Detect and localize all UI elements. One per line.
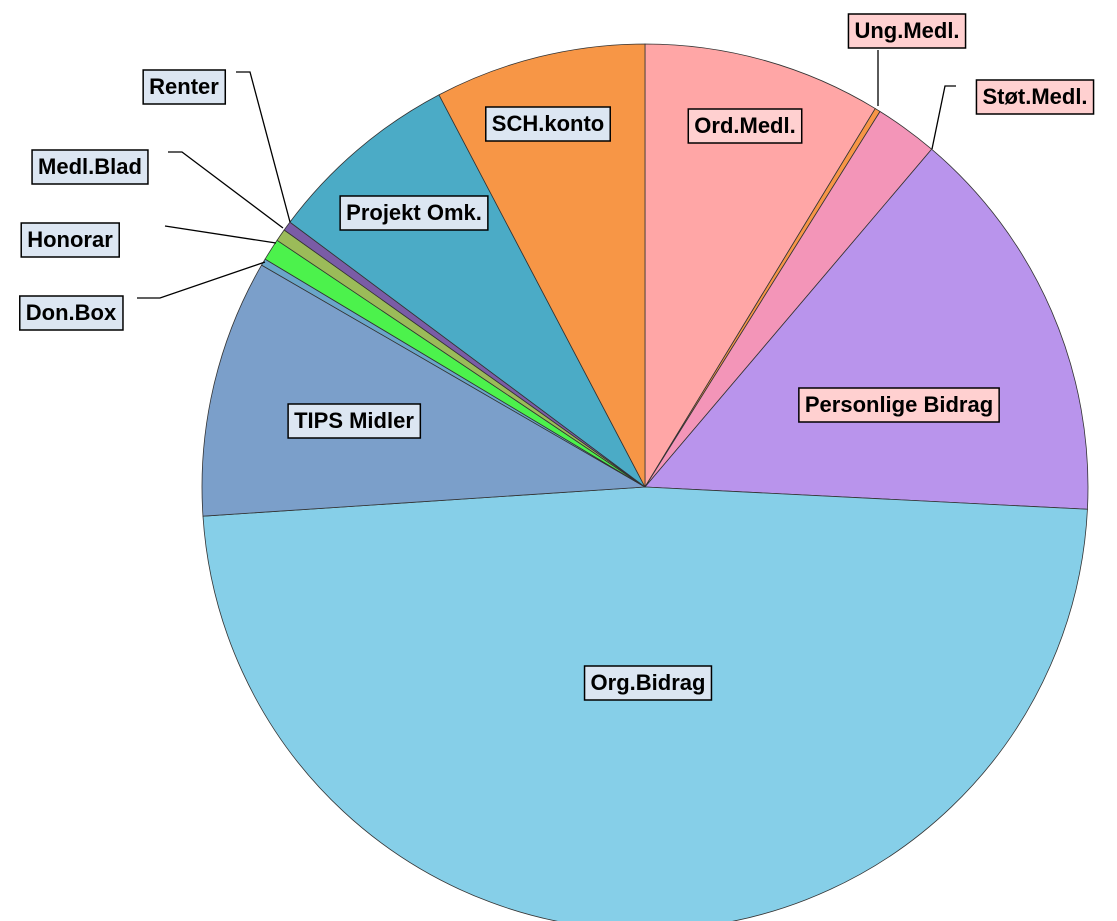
slice-label: Medl.Blad — [31, 149, 149, 185]
slice-label: Ung.Medl. — [847, 13, 967, 49]
label-box — [339, 195, 489, 231]
slice-label: Org.Bidrag — [583, 665, 713, 701]
label-box — [583, 665, 713, 701]
label-text: Don.Box — [26, 300, 117, 325]
slice-label: Projekt Omk. — [339, 195, 489, 231]
label-box — [142, 69, 227, 105]
slice-label: Honorar — [20, 222, 120, 258]
label-box — [687, 108, 803, 144]
pie-slice — [289, 94, 646, 488]
label-box — [798, 387, 1000, 423]
label-box — [31, 149, 149, 185]
label-text: Støt.Medl. — [982, 84, 1087, 109]
pie-slice — [202, 486, 1088, 921]
label-box — [975, 79, 1095, 115]
leader-line — [236, 71, 291, 223]
label-box — [847, 13, 967, 49]
label-text: Renter — [149, 74, 219, 99]
label-box — [287, 403, 422, 439]
slice-label: Don.Box — [19, 295, 124, 331]
slice-label: Ord.Medl. — [687, 108, 803, 144]
slice-label: SCH.konto — [485, 106, 611, 142]
pie-slice — [644, 43, 876, 489]
slice-label: Personlige Bidrag — [798, 387, 1000, 423]
label-text: Ung.Medl. — [854, 18, 959, 43]
label-text: Honorar — [27, 227, 113, 252]
slice-label: Renter — [142, 69, 227, 105]
label-box — [19, 295, 124, 331]
label-text: Medl.Blad — [38, 154, 142, 179]
slice-label: TIPS Midler — [287, 403, 422, 439]
label-text: Ord.Medl. — [694, 113, 795, 138]
leader-line — [164, 225, 277, 244]
label-text: SCH.konto — [492, 111, 604, 136]
label-text: TIPS Midler — [294, 408, 414, 433]
pie-slice — [438, 43, 646, 488]
leader-line — [168, 151, 284, 229]
label-text: Projekt Omk. — [346, 200, 482, 225]
leader-line — [931, 85, 956, 150]
leader-line — [137, 261, 266, 299]
label-text: Personlige Bidrag — [805, 392, 993, 417]
label-box — [485, 106, 611, 142]
pie-slice — [201, 264, 647, 517]
slice-label: Støt.Medl. — [975, 79, 1095, 115]
label-box — [20, 222, 120, 258]
label-text: Org.Bidrag — [591, 670, 706, 695]
